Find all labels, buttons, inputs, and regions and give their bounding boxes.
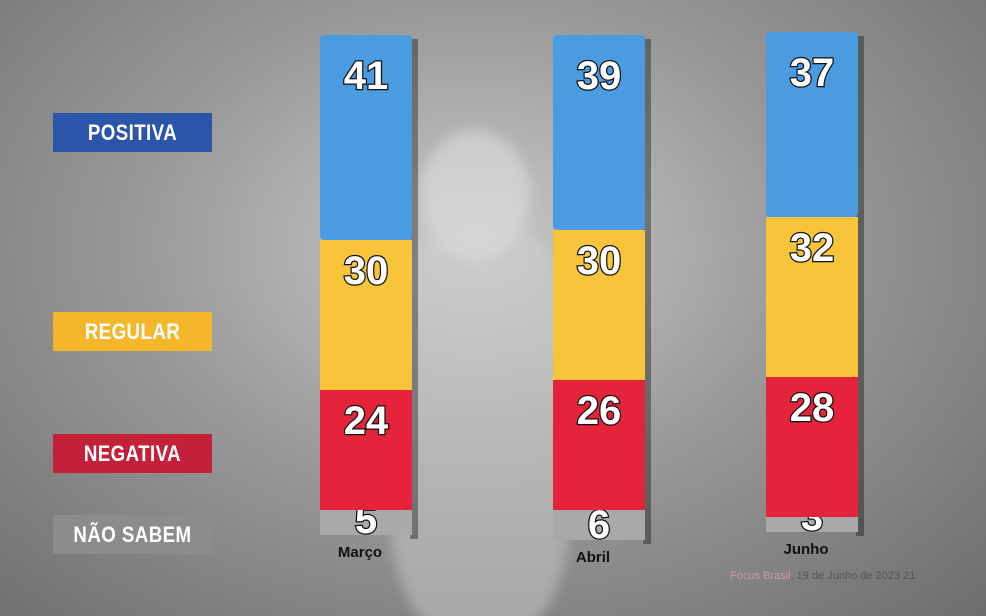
legend-nao-sabem: NÃO SABEM xyxy=(53,515,212,554)
value-label: 37 xyxy=(790,51,835,95)
bar-segment xyxy=(553,230,645,380)
category-label: Março xyxy=(338,544,382,561)
category-label: Junho xyxy=(784,541,829,558)
value-label: 26 xyxy=(577,389,622,433)
value-label: 32 xyxy=(790,226,835,270)
bar-segment xyxy=(320,390,412,510)
bar-segment xyxy=(553,35,645,230)
bar-segment xyxy=(766,32,858,217)
bar-segment xyxy=(766,517,858,532)
bar-segment xyxy=(766,377,858,517)
value-label: 30 xyxy=(577,239,622,283)
legend-regular: REGULAR xyxy=(53,312,212,351)
bar-segment xyxy=(320,35,412,240)
source-credit: Focus Brasil, 19 de Junho de 2023 21 xyxy=(730,570,915,582)
legend-negativa: NEGATIVA xyxy=(53,434,212,473)
value-label: 39 xyxy=(577,54,622,98)
bar-segment xyxy=(320,510,412,535)
category-label: Abril xyxy=(576,549,610,566)
bar-segment xyxy=(766,217,858,377)
bar-segment xyxy=(553,380,645,510)
value-label: 41 xyxy=(344,54,389,98)
source-date: , 19 de Junho de 2023 21 xyxy=(790,570,916,582)
source-brand: Focus Brasil xyxy=(730,570,791,582)
photo-figure-body xyxy=(390,230,570,616)
bar-segment xyxy=(320,240,412,390)
legend-positiva: POSITIVA xyxy=(53,113,212,152)
bar-shadow xyxy=(410,39,418,539)
value-label: 28 xyxy=(790,386,835,430)
value-label: 30 xyxy=(344,249,389,293)
bar-segment xyxy=(553,510,645,540)
value-label: 24 xyxy=(344,399,389,443)
bar-shadow xyxy=(643,39,651,544)
bar-shadow xyxy=(856,36,864,536)
photo-figure xyxy=(420,130,530,260)
